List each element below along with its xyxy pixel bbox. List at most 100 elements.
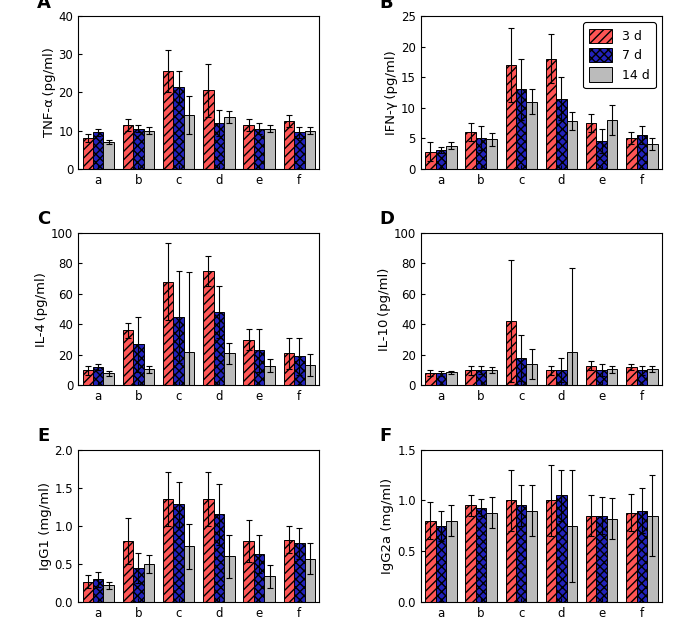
Bar	[516, 506, 526, 602]
Bar	[506, 321, 516, 385]
Bar	[133, 568, 144, 602]
Bar	[465, 506, 476, 602]
Bar	[93, 133, 103, 169]
Bar	[304, 558, 315, 602]
Bar	[436, 374, 446, 385]
Bar	[243, 541, 254, 602]
Bar	[254, 350, 264, 385]
Bar	[436, 150, 446, 169]
Bar	[254, 554, 264, 602]
Bar	[184, 352, 194, 385]
Bar	[546, 370, 556, 385]
Bar	[144, 564, 154, 602]
Bar	[304, 131, 315, 169]
Bar	[133, 129, 144, 169]
Bar	[93, 579, 103, 602]
Bar	[506, 65, 516, 169]
Bar	[214, 312, 224, 385]
Bar	[425, 151, 436, 169]
Bar	[224, 556, 234, 602]
Bar	[123, 125, 133, 169]
Bar	[203, 271, 214, 385]
Bar	[83, 582, 93, 602]
Bar	[626, 367, 637, 385]
Text: B: B	[380, 0, 393, 12]
Bar	[567, 352, 577, 385]
Bar	[647, 516, 657, 602]
Bar	[243, 339, 254, 385]
Y-axis label: IL-4 (pg/ml): IL-4 (pg/ml)	[35, 272, 48, 346]
Bar	[184, 115, 194, 169]
Bar	[596, 141, 607, 169]
Bar	[465, 370, 476, 385]
Bar	[465, 132, 476, 169]
Y-axis label: IgG2a (mg/ml): IgG2a (mg/ml)	[382, 478, 394, 574]
Bar	[516, 358, 526, 385]
Bar	[103, 142, 114, 169]
Bar	[446, 521, 456, 602]
Bar	[586, 123, 596, 169]
Bar	[144, 370, 154, 385]
Bar	[304, 365, 315, 385]
Bar	[476, 370, 486, 385]
Bar	[647, 370, 657, 385]
Bar	[203, 91, 214, 169]
Bar	[144, 131, 154, 169]
Bar	[83, 370, 93, 385]
Bar	[163, 499, 173, 602]
Bar	[637, 370, 647, 385]
Bar	[596, 516, 607, 602]
Bar	[637, 511, 647, 602]
Bar	[506, 500, 516, 602]
Bar	[103, 585, 114, 602]
Y-axis label: IgG1 (mg/ml): IgG1 (mg/ml)	[39, 482, 52, 570]
Bar	[173, 504, 184, 602]
Bar	[486, 370, 497, 385]
Y-axis label: IFN-γ (pg/ml): IFN-γ (pg/ml)	[385, 50, 398, 135]
Bar	[243, 125, 254, 169]
Text: E: E	[37, 427, 50, 445]
Bar	[567, 526, 577, 602]
Bar	[123, 541, 133, 602]
Bar	[203, 499, 214, 602]
Bar	[294, 544, 304, 602]
Bar	[284, 121, 294, 169]
Bar	[526, 364, 537, 385]
Text: C: C	[37, 210, 50, 228]
Bar	[173, 317, 184, 385]
Bar	[586, 366, 596, 385]
Text: F: F	[380, 427, 392, 445]
Bar	[607, 120, 617, 169]
Bar	[607, 518, 617, 602]
Bar	[526, 102, 537, 169]
Text: D: D	[380, 210, 394, 228]
Bar	[294, 356, 304, 385]
Bar	[436, 526, 446, 602]
Bar	[254, 129, 264, 169]
Bar	[214, 123, 224, 169]
Bar	[476, 507, 486, 602]
Bar	[264, 129, 275, 169]
Bar	[546, 500, 556, 602]
Bar	[556, 99, 567, 169]
Bar	[647, 144, 657, 169]
Bar	[294, 133, 304, 169]
Legend: 3 d, 7 d, 14 d: 3 d, 7 d, 14 d	[583, 23, 656, 88]
Bar	[567, 121, 577, 169]
Bar	[586, 516, 596, 602]
Bar	[626, 513, 637, 602]
Bar	[224, 354, 234, 385]
Bar	[556, 370, 567, 385]
Bar	[163, 281, 173, 385]
Y-axis label: IL-10 (pg/ml): IL-10 (pg/ml)	[378, 267, 391, 351]
Bar	[425, 521, 436, 602]
Y-axis label: TNF-α (pg/ml): TNF-α (pg/ml)	[43, 48, 56, 137]
Bar	[264, 366, 275, 385]
Bar	[556, 495, 567, 602]
Bar	[476, 138, 486, 169]
Bar	[526, 511, 537, 602]
Bar	[224, 117, 234, 169]
Bar	[264, 576, 275, 602]
Bar	[516, 90, 526, 169]
Bar	[163, 71, 173, 169]
